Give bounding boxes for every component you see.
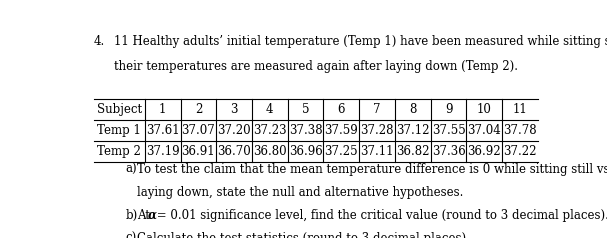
Text: Temp 1: Temp 1 xyxy=(97,124,141,137)
Text: a): a) xyxy=(125,163,137,176)
Text: 37.38: 37.38 xyxy=(289,124,322,137)
Text: = 0.01 significance level, find the critical value (round to 3 decimal places).: = 0.01 significance level, find the crit… xyxy=(153,209,607,222)
Text: 36.82: 36.82 xyxy=(396,145,430,158)
Text: α: α xyxy=(148,209,157,222)
Text: To test the claim that the mean temperature difference is 0 while sitting still : To test the claim that the mean temperat… xyxy=(137,163,607,176)
Text: 8: 8 xyxy=(409,103,416,116)
Text: Temp 2: Temp 2 xyxy=(97,145,141,158)
Text: 37.55: 37.55 xyxy=(432,124,466,137)
Text: 36.91: 36.91 xyxy=(181,145,215,158)
Text: 36.96: 36.96 xyxy=(289,145,322,158)
Text: 37.22: 37.22 xyxy=(503,145,537,158)
Text: their temperatures are measured again after laying down (Temp 2).: their temperatures are measured again af… xyxy=(114,60,518,73)
Text: 2: 2 xyxy=(195,103,202,116)
Text: b): b) xyxy=(125,209,138,222)
Text: laying down, state the null and alternative hypotheses.: laying down, state the null and alternat… xyxy=(137,186,463,199)
Text: 37.20: 37.20 xyxy=(217,124,251,137)
Text: 37.25: 37.25 xyxy=(325,145,358,158)
Text: 37.28: 37.28 xyxy=(361,124,394,137)
Text: c): c) xyxy=(125,232,137,238)
Text: 37.11: 37.11 xyxy=(361,145,394,158)
Text: 5: 5 xyxy=(302,103,310,116)
Text: 36.70: 36.70 xyxy=(217,145,251,158)
Text: 1: 1 xyxy=(159,103,166,116)
Text: 37.36: 37.36 xyxy=(432,145,466,158)
Text: 37.04: 37.04 xyxy=(467,124,501,137)
Text: 7: 7 xyxy=(373,103,381,116)
Text: 4.: 4. xyxy=(93,35,105,48)
Text: 37.59: 37.59 xyxy=(325,124,358,137)
Text: Subject: Subject xyxy=(97,103,142,116)
Text: At: At xyxy=(137,209,154,222)
Text: 36.80: 36.80 xyxy=(253,145,287,158)
Text: 9: 9 xyxy=(445,103,452,116)
Text: 11 Healthy adults’ initial temperature (Temp 1) have been measured while sitting: 11 Healthy adults’ initial temperature (… xyxy=(114,35,607,48)
Text: 37.19: 37.19 xyxy=(146,145,180,158)
Text: 3: 3 xyxy=(231,103,238,116)
Text: 37.61: 37.61 xyxy=(146,124,180,137)
Text: 11: 11 xyxy=(512,103,527,116)
Text: 37.07: 37.07 xyxy=(181,124,215,137)
Text: 4: 4 xyxy=(266,103,274,116)
Text: Calculate the test statistics (round to 3 decimal places).: Calculate the test statistics (round to … xyxy=(137,232,470,238)
Text: 10: 10 xyxy=(477,103,492,116)
Text: 6: 6 xyxy=(337,103,345,116)
Text: 37.12: 37.12 xyxy=(396,124,430,137)
Text: 37.78: 37.78 xyxy=(503,124,537,137)
Text: 36.92: 36.92 xyxy=(467,145,501,158)
Text: 37.23: 37.23 xyxy=(253,124,287,137)
